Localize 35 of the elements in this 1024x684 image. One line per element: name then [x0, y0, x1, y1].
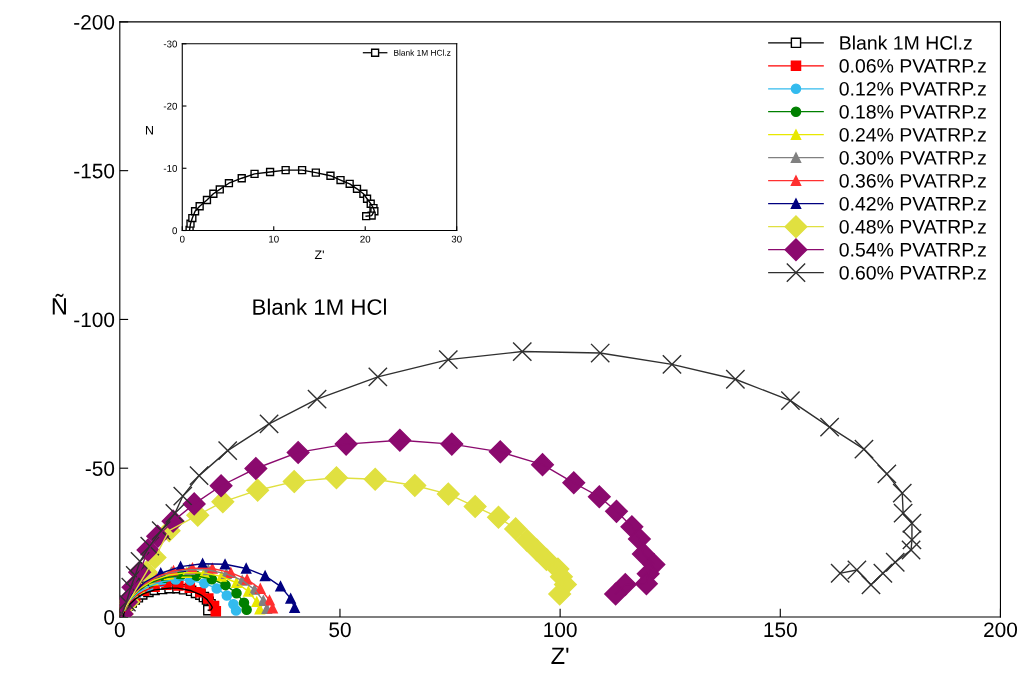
y-tick-label: -20 [163, 102, 178, 110]
y-tick-label: -30 [163, 40, 178, 48]
legend-label: 0.06% PVATRP.z [839, 59, 986, 73]
y-tick-label: -200 [74, 14, 115, 30]
legend-label: Blank 1M HCl.z [840, 35, 972, 50]
x-tick-label: 20 [360, 235, 371, 243]
x-tick-label: 30 [451, 235, 462, 243]
legend-label: 0.12% PVATRP.z [839, 81, 986, 96]
y-tick-label: -150 [74, 163, 115, 179]
x-tick-label: 50 [329, 622, 351, 638]
x-tick-label: 200 [984, 622, 1018, 638]
legend-label: 0.36% PVATRP.z [839, 173, 986, 188]
y-tick-label: -100 [74, 312, 115, 328]
legend-label: Blank 1M HCl.z [394, 49, 451, 56]
legend-label: 0.60% PVATRP.z [839, 265, 986, 280]
x-axis-title: Z' [551, 647, 569, 664]
y-tick-label: 0 [104, 609, 115, 625]
annotation: Blank 1M HCl [253, 298, 386, 315]
legend-label: 0.24% PVATRP.z [839, 127, 986, 142]
y-axis-title: Ñ [52, 293, 66, 315]
legend-label: 0.30% PVATRP.z [839, 150, 986, 165]
x-tick-label: 0 [114, 622, 125, 638]
x-tick-label: 100 [544, 622, 577, 638]
legend-label: 0.54% PVATRP.z [839, 242, 986, 257]
legend-label: 0.42% PVATRP.z [839, 196, 986, 211]
x-axis-title: Z' [314, 250, 324, 260]
x-tick-label: 150 [764, 622, 797, 638]
y-tick-label: 0 [172, 227, 178, 235]
y-tick-label: -10 [163, 165, 178, 172]
x-tick-label: 0 [179, 235, 185, 243]
legend-label: 0.48% PVATRP.z [839, 219, 986, 234]
y-axis-title: N [145, 125, 153, 135]
y-tick-label: -50 [85, 461, 115, 476]
legend-label: 0.18% PVATRP.z [839, 104, 986, 119]
x-tick-label: 10 [269, 235, 279, 243]
